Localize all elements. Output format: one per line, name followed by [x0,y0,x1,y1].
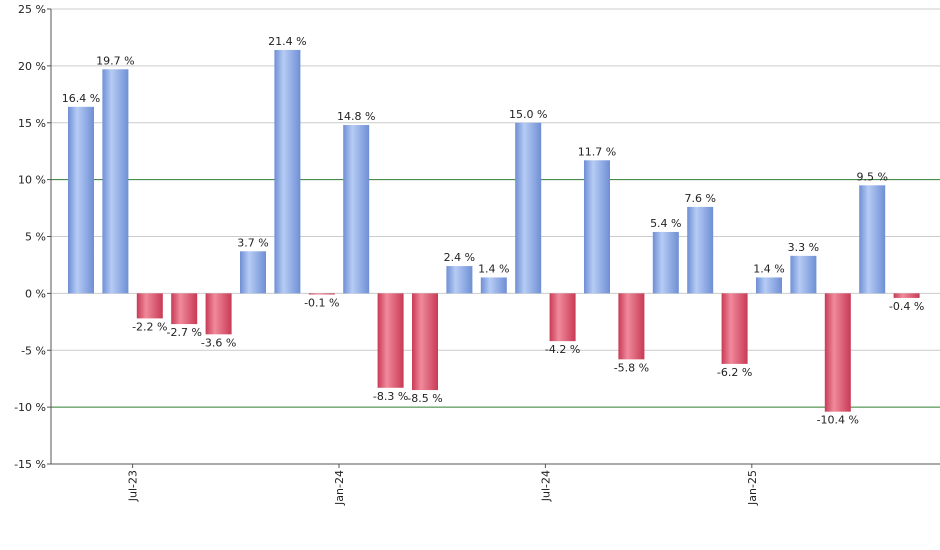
data-label: 11.7 % [578,145,616,158]
bar [274,49,301,294]
axes [47,8,940,468]
data-label: 2.4 % [444,251,475,264]
data-label: 15.0 % [509,108,547,121]
bar [446,266,473,294]
x-tick-label: Jul-24 [539,470,552,502]
data-label: -8.5 % [407,392,442,405]
y-axis-ticks: -15 % -10 % -5 % 0 % 5 % 10 % 15 % 20 % 25 % [14,3,46,471]
bar [102,69,129,294]
data-label: -3.6 % [201,336,236,349]
data-label: 7.6 % [684,192,715,205]
data-label: -2.7 % [166,326,201,339]
data-label: -5.8 % [614,361,649,374]
bar [687,206,714,294]
bar [584,160,610,294]
data-label: 21.4 % [268,35,306,48]
bar [171,293,198,325]
x-tick-label: Jan-24 [333,470,346,506]
y-tick-label: 25 % [18,3,46,16]
y-tick-label: -5 % [21,344,46,357]
data-label: -0.4 % [889,300,924,313]
bar [480,277,507,294]
data-label: 16.4 % [62,92,100,105]
bar [893,293,920,298]
data-label: 19.7 % [96,54,134,67]
bar [308,293,335,295]
data-label: -6.2 % [717,366,752,379]
data-label: 3.7 % [237,236,268,249]
y-tick-label: -10 % [14,401,46,414]
x-tick-label: Jan-25 [746,470,759,506]
y-tick-label: 0 % [25,287,46,300]
bar [549,293,576,342]
y-tick-label: -15 % [14,458,46,471]
data-label: -2.2 % [132,320,167,333]
bar [136,293,163,319]
bar [343,125,370,294]
y-tick-label: 10 % [18,174,46,187]
x-tick-label: Jul-23 [127,470,140,502]
data-label: 3.3 % [788,241,819,254]
data-label: 5.4 % [650,217,681,230]
bar [790,255,817,294]
data-labels: 16.4 % 19.7 % -2.2 %-2.7 %-3.6 % 3.7 % 21.4 … [62,35,925,427]
data-label: -8.3 % [373,390,408,403]
data-label: 9.5 % [856,170,887,183]
bar [756,277,782,294]
bar [515,122,542,294]
reference-lines [51,179,940,408]
data-label: 14.8 % [337,110,375,123]
bar [652,231,679,294]
bar [824,293,851,412]
bar [68,106,94,294]
bar [205,293,232,335]
bar [859,185,886,294]
bar [377,293,404,388]
y-tick-label: 5 % [25,231,46,244]
x-axis-ticks: Jul-23 Jan-24 Jul-24 Jan-25 [127,470,759,506]
data-label: 1.4 % [478,262,509,275]
data-label: 1.4 % [753,262,784,275]
y-tick-label: 20 % [18,60,46,73]
data-label: -0.1 % [304,297,339,310]
data-label: -4.2 % [545,343,580,356]
bar [618,293,645,360]
y-tick-label: 15 % [18,117,46,130]
bar [412,293,438,391]
bar [721,293,748,364]
bars [68,49,920,412]
bar [240,251,266,294]
data-label: -10.4 % [817,414,859,427]
grid-lines [51,8,940,465]
